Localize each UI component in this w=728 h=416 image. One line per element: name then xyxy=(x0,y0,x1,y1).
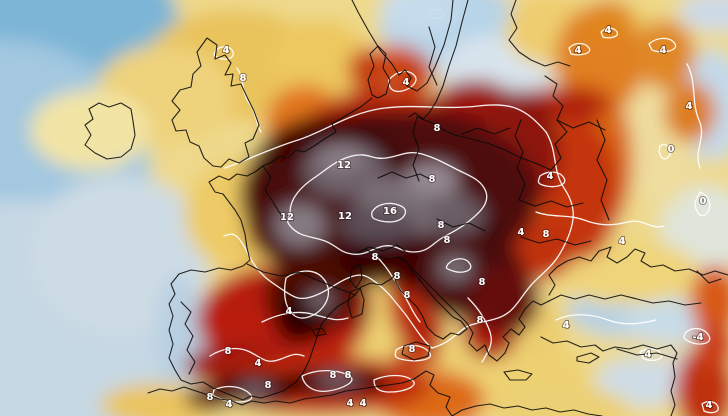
contour-label: 4 xyxy=(575,45,582,56)
contour-label: 4 xyxy=(547,171,554,182)
contour-label: 12 xyxy=(280,212,294,223)
contour-label: 8 xyxy=(372,252,379,263)
contour-label: 0 xyxy=(668,144,675,155)
contour-label: 8 xyxy=(438,220,445,231)
contour-label: 8 xyxy=(394,271,401,282)
country-borders xyxy=(84,0,728,416)
contour-label: -4 xyxy=(692,332,703,343)
contour-label: 12 xyxy=(338,211,352,222)
contour-label: 4 xyxy=(645,349,652,360)
contour-label: 4 xyxy=(347,398,354,409)
contour-label: 0 xyxy=(700,196,707,207)
contour-label: 4 xyxy=(360,398,367,409)
contour-label: 4 xyxy=(403,77,410,88)
contour-label: 8 xyxy=(444,235,451,246)
contour-label: 8 xyxy=(265,380,272,391)
contour-label: 4 xyxy=(563,320,570,331)
contour-label: 4 xyxy=(605,25,612,36)
contour-label: 4 xyxy=(518,227,525,238)
contour-label: 12 xyxy=(337,160,351,171)
contour-label: 4 xyxy=(660,45,667,56)
contour-label: 8 xyxy=(240,73,247,84)
contour-label: 8 xyxy=(404,290,411,301)
contour-label: 8 xyxy=(225,346,232,357)
contour-label: 8 xyxy=(345,370,352,381)
contour-label: 4 xyxy=(686,101,693,112)
contour-label: 8 xyxy=(330,370,337,381)
contour-label: 4 xyxy=(255,358,262,369)
contour-label: 8 xyxy=(409,344,416,355)
contour-label: 4 xyxy=(223,45,230,56)
contour-label: 8 xyxy=(207,392,214,403)
contour-label: 8 xyxy=(479,277,486,288)
contour-label: 8 xyxy=(429,174,436,185)
contour-label: 8 xyxy=(434,123,441,134)
contour-label: 4 xyxy=(226,399,233,410)
contour-label: 16 xyxy=(383,206,397,217)
contour-label: 8 xyxy=(543,229,550,240)
contour-label: 4 xyxy=(619,236,626,247)
contour-label: 4 xyxy=(706,400,713,411)
temperature-contours xyxy=(209,9,719,414)
contour-label: 8 xyxy=(477,315,484,326)
contour-label: 4 xyxy=(286,306,293,317)
